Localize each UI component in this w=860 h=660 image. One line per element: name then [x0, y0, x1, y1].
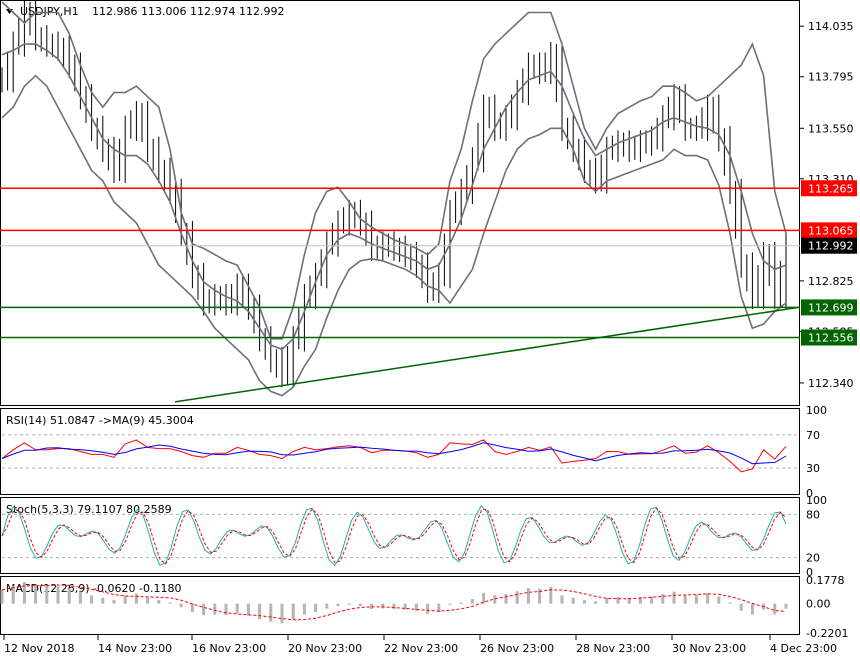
rsi-tick-label: 30: [806, 462, 820, 475]
macd-tick-label: 0.00: [806, 598, 831, 611]
price-tick-label: 113.550: [808, 122, 854, 135]
macd-tick-label: 0.1778: [806, 574, 845, 587]
stoch-tick-label: 20: [806, 552, 820, 565]
rsi-layer: 100 70 30 0: [1, 404, 827, 500]
rsi-tick-label: 0: [806, 487, 813, 500]
bollinger-upper-band: [1, 1, 787, 340]
macd-header: MACD(12,26,9) -0.0620 -0.1180: [6, 582, 181, 595]
current-price-tag: 112.992: [808, 240, 854, 253]
rsi-panel: [0, 408, 800, 495]
resistance-price-tag-bg: [801, 222, 857, 239]
price-tick-label: 112.340: [808, 377, 854, 390]
time-tick-label: 12 Nov 2018: [4, 642, 74, 655]
stoch-main-line: [1, 505, 787, 567]
support-price-tag-bg: [801, 329, 857, 346]
time-tick-label: 22 Nov 23:00: [384, 642, 458, 655]
rsi-line: [1, 439, 787, 473]
support-price-tag-bg: [801, 299, 857, 316]
support-price-tag: 112.556: [808, 331, 854, 344]
time-tick-label: 16 Nov 23:00: [192, 642, 266, 655]
stoch-signal-line: [1, 507, 787, 565]
time-tick-label: 26 Nov 23:00: [480, 642, 554, 655]
rsi-tick-label: 100: [806, 404, 827, 417]
resistance-price-tag: 113.265: [808, 182, 854, 195]
level-lines-layer: [0, 187, 801, 403]
stoch-header: Stoch(5,3,3) 79.1107 80.2589: [6, 503, 172, 516]
stoch-panel: [0, 497, 800, 574]
rsi-tick-label: 70: [806, 429, 820, 442]
stoch-tick-label: 100: [806, 494, 827, 507]
symbol-label: USDJPY,H1: [20, 5, 79, 18]
support-price-tag: 112.699: [808, 301, 854, 314]
current-price-tag-bg: [801, 237, 857, 254]
time-tick-label: 14 Nov 23:00: [98, 642, 172, 655]
time-tick-label: 4 Dec 23:00: [770, 642, 837, 655]
price-tick-label: 114.035: [808, 20, 854, 33]
stoch-tick-label: 80: [806, 508, 820, 521]
price-axis: 114.035113.795113.550113.310112.825112.5…: [800, 20, 857, 390]
bollinger-middle-band: [1, 43, 787, 351]
price-series-layer: [1, 0, 787, 397]
resistance-price-tag-bg: [801, 180, 857, 197]
main-price-panel: [0, 0, 800, 406]
macd-panel: [0, 576, 800, 635]
time-tick-label: 28 Nov 23:00: [576, 642, 650, 655]
trendline: [174, 306, 801, 403]
time-axis: 12 Nov 2018 14 Nov 23:00 16 Nov 23:00 20 No…: [3, 635, 837, 655]
time-tick-label: 20 Nov 23:00: [288, 642, 362, 655]
rsi-header: RSI(14) 51.0847 ->MA(9) 45.3004: [6, 414, 194, 427]
macd-layer: 0.1778 0.00 -0.2201: [0, 574, 848, 640]
price-tick-label: 112.825: [808, 275, 854, 288]
stoch-tick-label: 0: [806, 566, 813, 579]
rsi-ma-line: [1, 442, 787, 465]
macd-signal-line: [1, 584, 787, 621]
ohlc-label: 112.986 113.006 112.974 112.992: [92, 5, 284, 18]
price-tick-label: 113.795: [808, 71, 854, 84]
time-tick-label: 30 Nov 23:00: [672, 642, 746, 655]
resistance-price-tag: 113.065: [808, 224, 854, 237]
macd-tick-label: -0.2201: [806, 627, 848, 640]
bollinger-lower-band: [1, 74, 787, 397]
